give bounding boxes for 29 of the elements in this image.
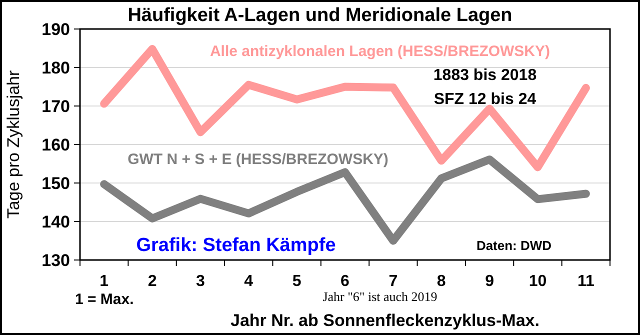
- annotation: 1883 bis 2018: [433, 67, 537, 84]
- x-tick-label: 3: [196, 273, 205, 290]
- y-tick-label: 190: [42, 20, 70, 39]
- x-tick-label: 2: [148, 273, 157, 290]
- annotation: Daten: DWD: [476, 238, 552, 253]
- y-tick-label: 170: [42, 96, 70, 116]
- y-axis-title: Tage pro Zyklusjahr: [4, 70, 23, 219]
- x-tick-label: 1: [100, 273, 109, 290]
- chart-title: Häufigkeit A-Lagen und Meridionale Lagen: [128, 5, 512, 26]
- x-tick-label: 4: [244, 273, 254, 290]
- x-axis-title: Jahr Nr. ab Sonnenfleckenzyklus-Max.: [230, 311, 540, 330]
- y-tick-label: 150: [42, 174, 70, 193]
- x-tick-label: 7: [388, 273, 398, 290]
- annotation: Grafik: Stefan Kämpfe: [136, 235, 336, 256]
- text: Alle antizyklonalen Lagen (HESS/BREZOWSKY): [210, 43, 550, 60]
- y-tick-label: 140: [42, 212, 70, 232]
- series-label: GWT N + S + E (HESS/BREZOWSKY): [128, 151, 388, 168]
- annotation: SFZ 12 bis 24: [434, 91, 536, 108]
- x-tick-label: 11: [577, 273, 594, 290]
- x-tick-label: 6: [340, 273, 350, 290]
- x-tick-label: 5: [292, 273, 302, 290]
- y-tick-label: 160: [42, 135, 70, 154]
- text: Jahr "6" ist auch 2019: [322, 289, 438, 304]
- y-tick-label: 180: [42, 58, 70, 78]
- x-tick-label: 8: [436, 273, 446, 290]
- y-tick-label: 130: [42, 250, 70, 270]
- x-tick-label: 10: [528, 273, 547, 290]
- text: 1 = Max.: [75, 291, 134, 308]
- x-tick-label: 9: [485, 273, 494, 290]
